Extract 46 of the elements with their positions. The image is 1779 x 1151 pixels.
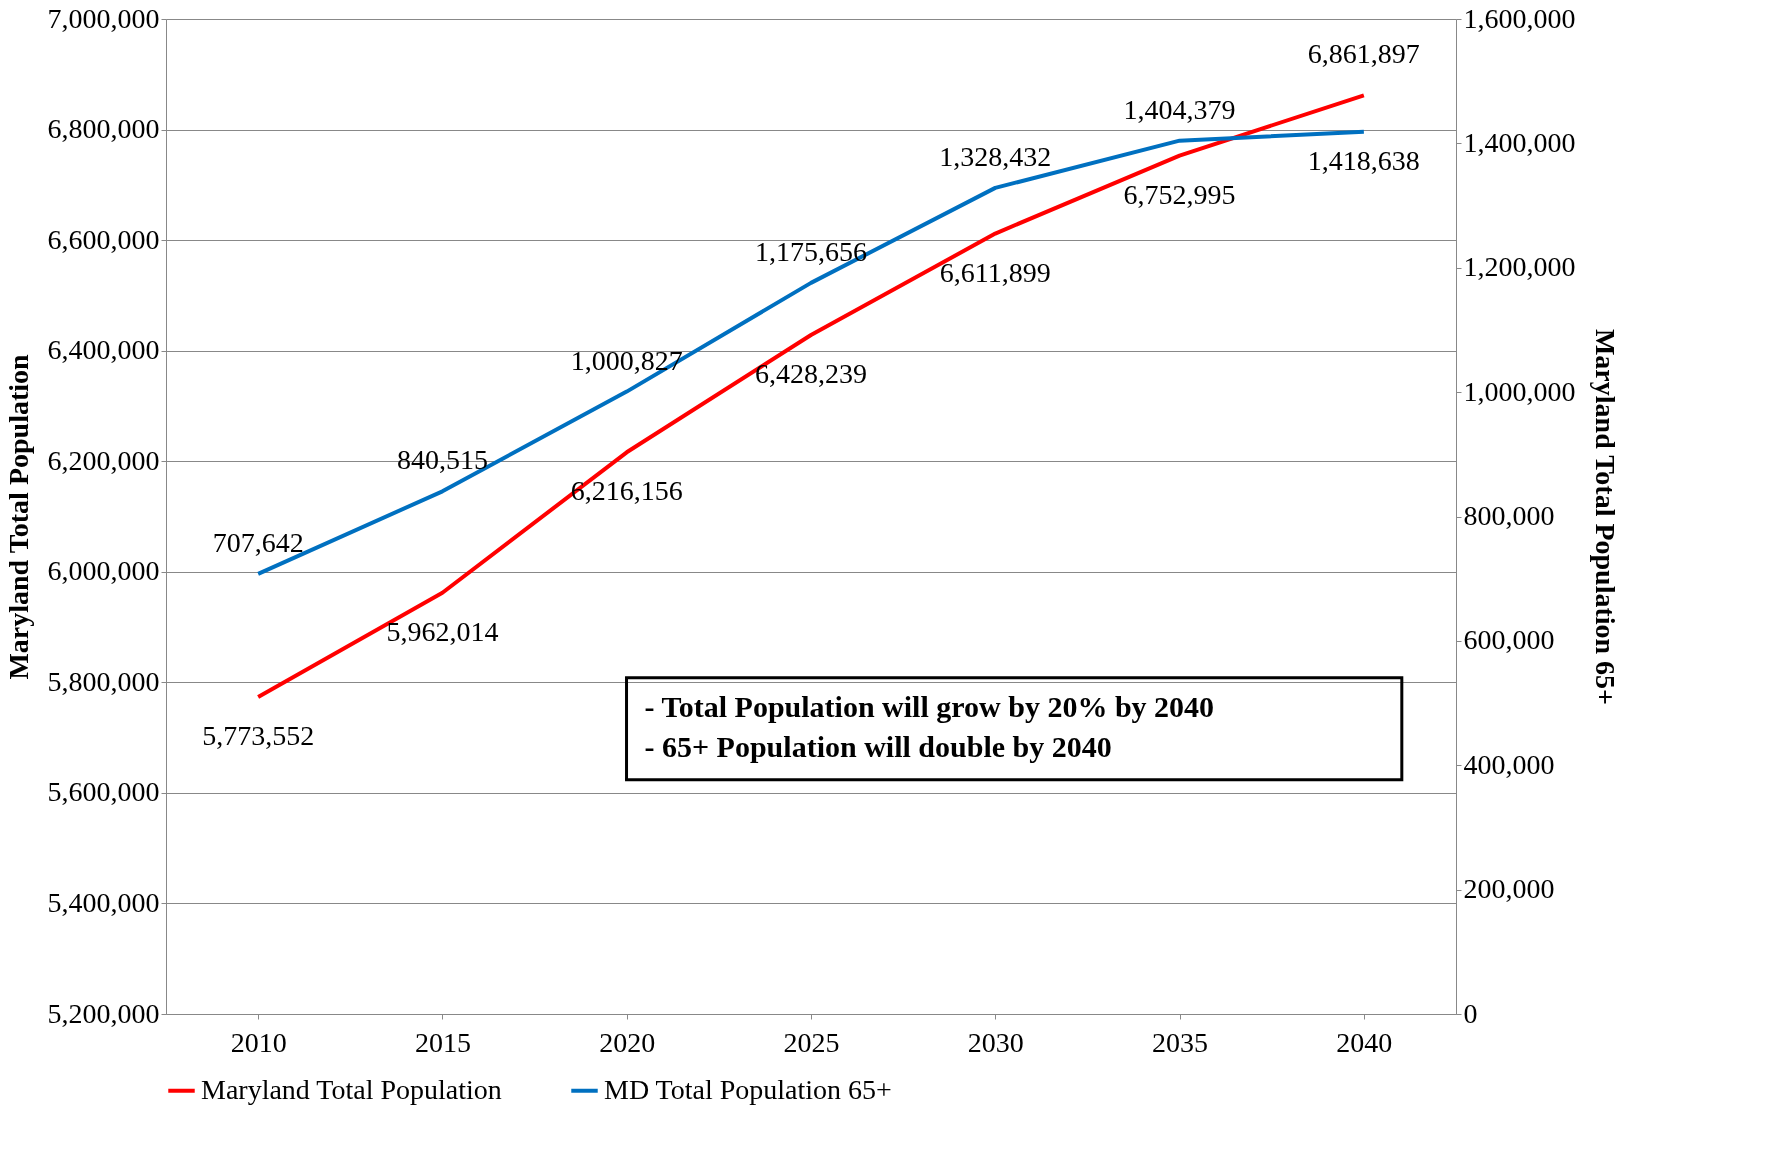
data-label: 1,328,432 [939, 140, 1052, 172]
data-label: 6,861,897 [1307, 38, 1420, 70]
y2-tick-label: 1,200,000 [1463, 251, 1576, 283]
y2-tick-label: 1,000,000 [1463, 375, 1576, 407]
y2-tick-label: 400,000 [1463, 748, 1555, 780]
data-label: 1,418,638 [1307, 144, 1420, 176]
y-tick-label: 6,000,000 [47, 555, 160, 587]
y2-tick-label: 0 [1463, 997, 1478, 1029]
y-tick-label: 5,200,000 [47, 997, 160, 1029]
y-tick-label: 6,600,000 [47, 223, 160, 255]
legend-label: MD Total Population 65+ [604, 1073, 892, 1105]
x-tick-label: 2035 [1152, 1026, 1209, 1058]
data-label: 5,962,014 [386, 615, 499, 647]
y2-axis-title: Maryland Total Population 65+ [1589, 328, 1621, 706]
data-label: 840,515 [396, 444, 488, 476]
annotation: - 65+ Population will double by 2040 [644, 729, 1112, 763]
y-tick-label: 5,400,000 [47, 886, 160, 918]
y-tick-label: 5,600,000 [47, 776, 160, 808]
x-tick-label: 2015 [414, 1026, 471, 1058]
y-tick-label: 5,800,000 [47, 665, 160, 697]
data-label: 1,000,827 [570, 344, 683, 376]
y2-tick-label: 200,000 [1463, 873, 1555, 905]
x-tick-label: 2020 [599, 1026, 656, 1058]
y2-tick-label: 1,400,000 [1463, 126, 1576, 158]
data-label: 6,216,156 [570, 475, 683, 507]
data-label: 5,773,552 [202, 719, 315, 751]
legend-label: Maryland Total Population [201, 1073, 502, 1105]
y2-tick-label: 1,600,000 [1463, 2, 1576, 34]
x-tick-label: 2040 [1336, 1026, 1393, 1058]
y2-tick-label: 600,000 [1463, 624, 1555, 656]
x-tick-label: 2025 [783, 1026, 840, 1058]
y-axis-title: Maryland Total Population [2, 353, 34, 680]
y-tick-label: 6,800,000 [47, 113, 160, 145]
y-tick-label: 6,400,000 [47, 334, 160, 366]
x-tick-label: 2010 [230, 1026, 287, 1058]
annotation: - Total Population will grow by 20% by 2040 [644, 689, 1215, 723]
x-tick-label: 2030 [967, 1026, 1024, 1058]
data-label: 1,175,656 [755, 235, 867, 267]
data-label: 707,642 [212, 526, 304, 558]
data-label: 1,404,379 [1123, 93, 1236, 125]
data-label: 6,428,239 [755, 358, 867, 390]
y-tick-label: 7,000,000 [47, 2, 160, 34]
y-tick-label: 6,200,000 [47, 444, 160, 476]
y2-tick-label: 800,000 [1463, 500, 1555, 531]
data-label: 6,611,899 [939, 256, 1051, 288]
data-label: 6,752,995 [1123, 178, 1236, 210]
